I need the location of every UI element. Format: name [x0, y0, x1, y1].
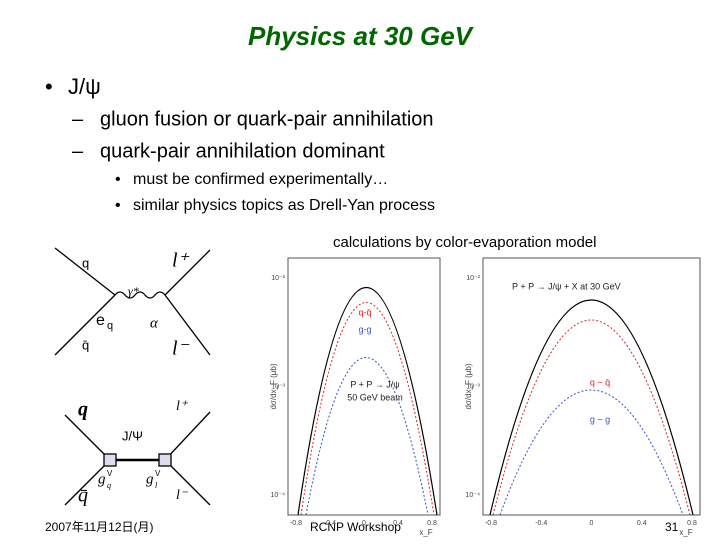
dash: – [72, 140, 84, 162]
y-axis-label: dσ/dx_F (μb) [269, 363, 278, 409]
sub-sub-item: similar physics topics as Drell-Yan proc… [133, 197, 435, 214]
frame [482, 257, 701, 516]
label: V [107, 469, 113, 478]
x-tick-label: 0.8 [427, 520, 437, 527]
sub-sub-item: must be confirmed experimentally… [133, 171, 388, 188]
x-axis-label: x_F [679, 528, 692, 537]
curve-gg [305, 357, 429, 516]
y-tick-label: 10⁻³ [466, 383, 480, 390]
footer-page: 31 [665, 520, 679, 534]
y-tick-label: 10⁻² [466, 275, 480, 282]
label: q [107, 481, 111, 490]
label: g [98, 471, 106, 487]
y-tick-label: 10⁻³ [271, 383, 285, 390]
dash: – [72, 108, 84, 130]
sub-item: quark-pair annihilation dominant [100, 140, 385, 162]
slide-title: Physics at 30 GeV [248, 21, 475, 51]
line [164, 459, 211, 506]
x-tick-label: -0.8 [290, 520, 302, 527]
x-tick-label: -0.4 [535, 520, 547, 527]
curve-qq [300, 302, 435, 516]
bullet-mark: • [115, 171, 121, 188]
diagram-bottom [64, 411, 211, 506]
label: q [107, 320, 113, 332]
label: l⁺ [172, 250, 190, 272]
legend-entry: q − q̄ [590, 377, 610, 387]
plot-right [482, 257, 701, 516]
line [64, 459, 111, 506]
legend-entry: g-g [358, 324, 371, 334]
caption: calculations by color-evaporation model [333, 234, 596, 251]
annotation: P + P → J/ψ + X at 30 GeV [512, 281, 621, 291]
line [164, 294, 211, 356]
x-tick-label: -0.8 [485, 520, 497, 527]
bullet: J/ψ [68, 74, 101, 99]
curve-gg [499, 389, 684, 516]
label: l [155, 481, 158, 490]
y-tick-label: 10⁻² [271, 275, 285, 282]
legend-entry: g − g [590, 414, 610, 424]
sub-item: gluon fusion or quark-pair annihilation [100, 108, 434, 130]
curve-qq [492, 319, 691, 516]
x-tick-label: 0 [590, 520, 594, 527]
label: V [155, 469, 161, 478]
label: q [82, 255, 89, 270]
label: q̄ [78, 485, 88, 507]
footer-venue: RCNP Workshop [310, 520, 401, 534]
x-tick-label: 0.8 [687, 520, 697, 527]
x-axis-label: x_F [419, 528, 432, 537]
label: J/Ψ [122, 428, 143, 443]
label: l⁻ [172, 338, 190, 360]
line [54, 294, 116, 356]
label: g [146, 471, 154, 487]
curve-total [297, 286, 438, 516]
vertex [103, 453, 117, 467]
x-tick-label: 0 [362, 520, 366, 527]
label: α [150, 315, 159, 331]
diagram-top [54, 247, 211, 356]
annotation: 50 GeV beam [347, 392, 403, 402]
label: l⁺ [176, 399, 189, 414]
line [164, 411, 211, 461]
plot-left [287, 257, 441, 516]
x-tick-label: -0.4 [324, 520, 336, 527]
label: γ* [128, 284, 139, 298]
label: q̄ [82, 337, 89, 352]
bullet-mark: • [115, 197, 121, 214]
footer-date: 2007年11月12日(月) [45, 520, 154, 534]
y-tick-label: 10⁻⁴ [466, 492, 481, 499]
y-tick-label: 10⁻⁴ [271, 492, 286, 499]
x-tick-label: 0.4 [637, 520, 647, 527]
line [54, 247, 116, 296]
annotation: P + P → J/ψ [350, 379, 399, 389]
legend-entry: q-q̄ [358, 307, 371, 317]
vertex [158, 453, 172, 467]
frame [287, 257, 441, 516]
y-axis-label: dσ/dx_F (μb) [464, 363, 473, 409]
bullet-mark: • [45, 74, 53, 99]
label: l⁻ [176, 488, 189, 503]
x-tick-label: 0.4 [393, 520, 403, 527]
line [64, 414, 111, 461]
photon [114, 291, 166, 299]
label: e [96, 312, 105, 329]
curve-total [489, 299, 694, 516]
line [164, 249, 211, 296]
label: q [78, 399, 88, 421]
